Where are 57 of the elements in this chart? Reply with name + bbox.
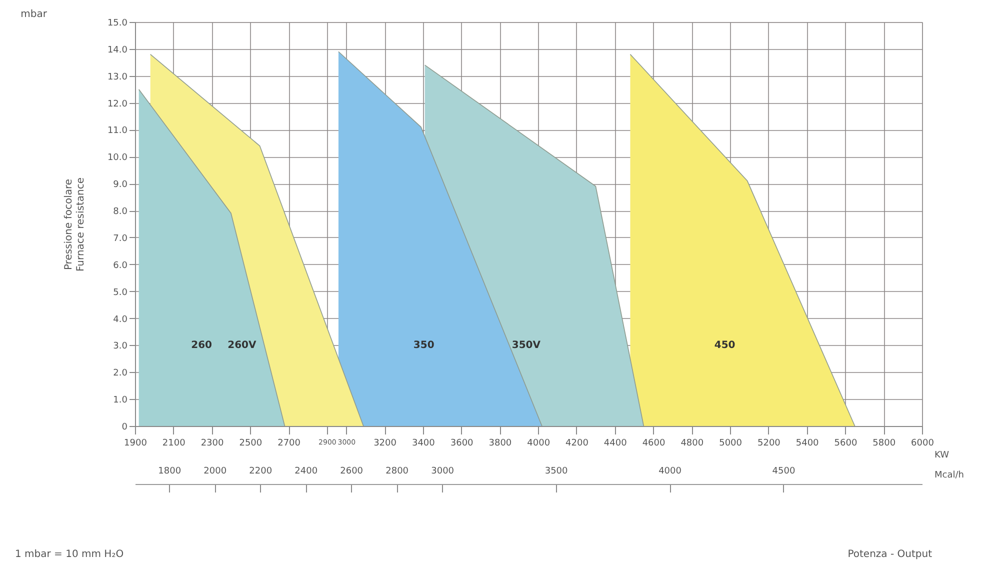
y-tick-label: 7.0	[113, 234, 128, 244]
text: mbar	[20, 9, 48, 20]
x-tick-label: 3800	[488, 438, 512, 448]
y-tick-label: 4.0	[113, 314, 128, 325]
x-axis-title: KW	[934, 450, 950, 460]
y-tick-label: 8.0	[113, 207, 128, 218]
y-tick-label: 14.0	[107, 45, 128, 56]
x2-tick-label: 4000	[658, 466, 682, 476]
x-tick-label: 5000	[719, 438, 742, 448]
series-label: 450	[714, 340, 736, 352]
x-tick-label: 2500	[239, 438, 262, 448]
x-tick-label: 3200	[374, 438, 397, 448]
y-tick-label: 2.0	[113, 368, 128, 379]
x-tick-label: 5800	[872, 438, 896, 448]
x-tick-label: 1900	[124, 438, 148, 448]
y-tick-label: 5.0	[113, 288, 128, 298]
x2-tick-label: 2200	[249, 466, 272, 476]
x2-tick-label: 2800	[386, 466, 409, 476]
x-tick-label: 2100	[162, 438, 186, 448]
x-tick-label: 4200	[566, 438, 589, 448]
series-label: 350V	[512, 340, 541, 352]
x2-axis-title: Mcal/h	[934, 470, 964, 480]
x-tick-label: 2300	[200, 438, 224, 448]
x-tick-label: 3600	[450, 438, 474, 448]
x-tick-label: 6000	[911, 438, 934, 448]
x-tick-label: 3400	[412, 438, 436, 448]
x-tick-label: 5400	[796, 438, 820, 448]
x2-tick-label: 3500	[544, 466, 568, 476]
series-label: 260V	[228, 340, 256, 352]
y-tick-label: 11.0	[107, 126, 128, 136]
y-tick-label: 0	[122, 422, 128, 432]
x2-tick-label: 2000	[204, 466, 227, 476]
x2-tick-label: 2400	[294, 466, 318, 476]
text: Potenza - Output	[848, 549, 932, 560]
y-tick-label: 10.0	[107, 153, 128, 164]
y-tick-label: 9.0	[113, 180, 128, 190]
x-tick-label: 4400	[604, 438, 628, 448]
y-tick-label: 15.0	[107, 18, 128, 28]
x2-tick-label: 4500	[772, 466, 796, 476]
y-tick-label: 3.0	[113, 342, 128, 352]
x-tick-label: 4800	[680, 438, 704, 448]
y-tick-label: 6.0	[113, 260, 128, 271]
text: 1 mbar = 10 mm H₂O	[15, 549, 124, 560]
x-tick-label: 5200	[757, 438, 781, 448]
series-label: 350	[413, 340, 434, 352]
y-tick-label: 12.0	[107, 99, 128, 110]
x-tick-label: 4000	[527, 438, 550, 448]
y-tick-label: 1.0	[113, 396, 128, 406]
series-label: 260	[191, 340, 212, 352]
x2-tick-label: 2600	[340, 466, 364, 476]
y-axis-title: Pressione focolare Furnace resistance	[63, 177, 86, 272]
x-tick-label: 2700	[278, 438, 301, 448]
x2-tick-label: 3000	[431, 466, 454, 476]
y-tick-label: 13.0	[107, 72, 128, 82]
x-tick-label: 4600	[642, 438, 666, 448]
x-tick-label: 5600	[834, 438, 858, 448]
x2-tick-label: 1800	[158, 466, 182, 476]
